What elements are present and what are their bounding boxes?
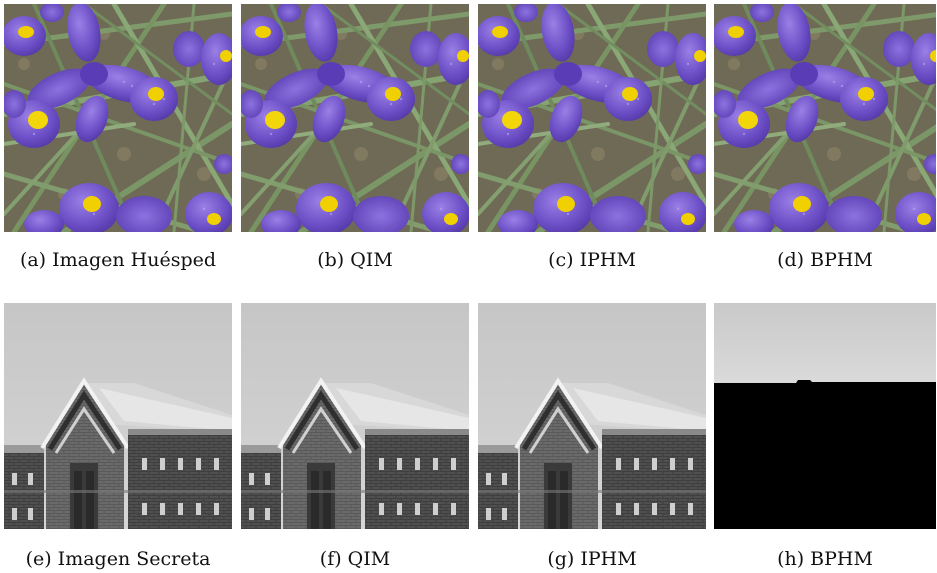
panel-h-image (714, 303, 936, 529)
failed-recovery-image (714, 303, 936, 529)
caption-e: (e) Imagen Secreta (25, 548, 211, 570)
panel-a-image (4, 4, 232, 232)
panel-e-image (4, 303, 232, 529)
caption-b: (b) QIM (317, 249, 393, 271)
panel-f-image (241, 303, 469, 529)
iris-image (241, 4, 469, 232)
caption-h: (h) BPHM (777, 548, 873, 570)
iris-image (478, 4, 706, 232)
panel-b-image (241, 4, 469, 232)
caption-g: (g) IPHM (547, 548, 637, 570)
panel-d-image (714, 4, 936, 232)
caption-f: (f) QIM (319, 548, 391, 570)
panel-c-image (478, 4, 706, 232)
panel-g-image (478, 303, 706, 529)
iris-image (714, 4, 936, 232)
building-image (241, 303, 469, 529)
building-image (478, 303, 706, 529)
iris-image (4, 4, 232, 232)
building-image (4, 303, 232, 529)
caption-c: (c) IPHM (548, 249, 636, 271)
caption-a: (a) Imagen Huésped (19, 249, 217, 271)
caption-d: (d) BPHM (777, 249, 873, 271)
